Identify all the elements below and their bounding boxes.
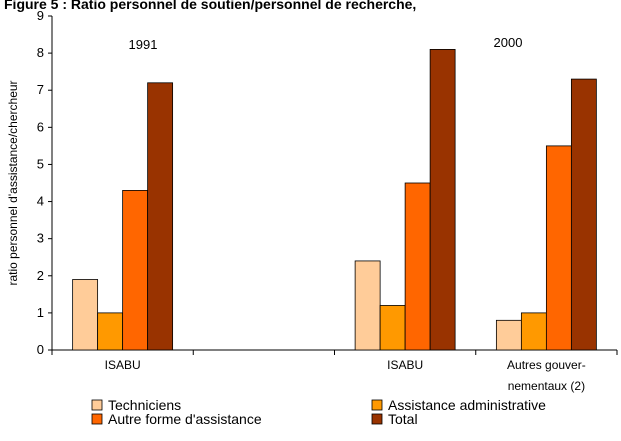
legend-label: Total — [388, 411, 418, 427]
x-tick-label: ISABU — [104, 358, 141, 372]
y-tick-label: 2 — [37, 268, 44, 283]
legend-swatch — [371, 399, 383, 411]
x-tick-label: ISABU — [387, 358, 424, 372]
legend-swatch — [371, 413, 383, 425]
legend-label: Techniciens — [108, 397, 181, 413]
bar — [570, 78, 597, 351]
bar — [379, 305, 406, 351]
legend-label: Autre forme d'assistance — [108, 411, 262, 427]
legend-swatch — [91, 399, 103, 411]
y-tick-label: 6 — [37, 119, 44, 134]
y-tick-label: 4 — [37, 194, 44, 209]
y-tick-label: 5 — [37, 156, 44, 171]
legend-swatch — [91, 413, 103, 425]
y-tick-label: 9 — [37, 8, 44, 23]
legend-label: Assistance administrative — [388, 397, 546, 413]
y-axis-label: ratio personnel d'assistance/chercheur — [6, 80, 20, 285]
chart-title: Figure 5 : Ratio personnel de soutien/pe… — [4, 0, 416, 12]
bar — [147, 82, 174, 351]
annotation: 2000 — [494, 35, 523, 50]
y-tick-label: 7 — [37, 82, 44, 97]
y-tick-label: 3 — [37, 231, 44, 246]
bar — [545, 145, 572, 351]
bar — [495, 319, 522, 351]
bar — [97, 312, 124, 351]
bar — [404, 182, 431, 351]
y-tick-label: 8 — [37, 45, 44, 60]
bar — [122, 190, 149, 351]
bar — [72, 279, 99, 351]
y-tick-label: 0 — [37, 342, 44, 357]
x-tick-label: Autres gouver-nementaux (2) — [507, 358, 586, 393]
bar — [520, 312, 547, 351]
bar — [354, 260, 381, 351]
bar — [429, 49, 456, 351]
annotation: 1991 — [129, 37, 158, 52]
y-tick-label: 1 — [37, 305, 44, 320]
